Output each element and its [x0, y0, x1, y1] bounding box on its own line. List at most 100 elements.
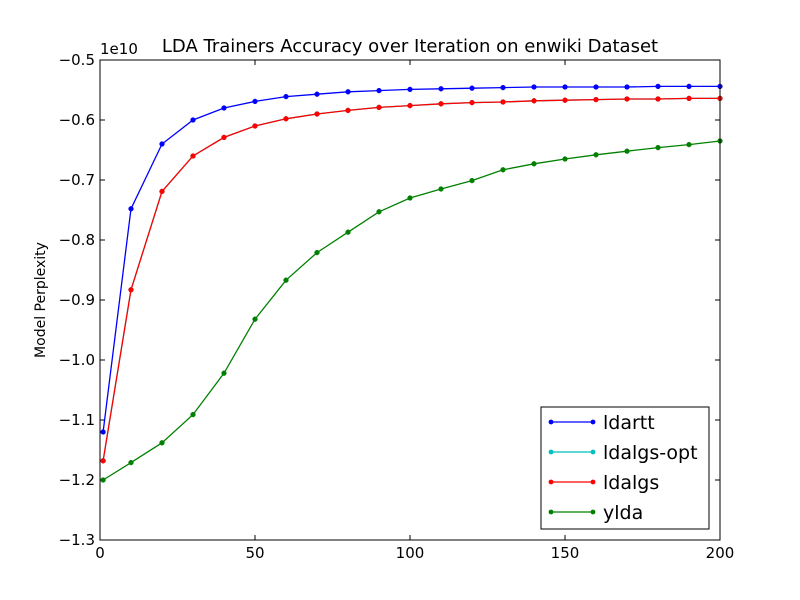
y-tick-label: −0.9	[59, 291, 95, 309]
data-point	[655, 144, 661, 151]
legend-marker	[590, 449, 596, 455]
data-point	[376, 209, 382, 215]
data-point	[314, 111, 320, 117]
data-point	[252, 98, 258, 105]
y-tick-label: −0.8	[59, 231, 95, 249]
data-point	[128, 287, 134, 293]
data-point	[469, 85, 475, 91]
data-point	[283, 116, 289, 122]
data-point	[407, 102, 413, 109]
y-axis-label: Model Perplexity	[33, 242, 49, 358]
data-point	[531, 161, 537, 167]
legend: ldartt ldalgs-opt ldalgs ylda	[540, 406, 710, 530]
legend-item: ldalgs-opt	[548, 442, 698, 464]
data-point	[407, 86, 413, 93]
data-point	[531, 98, 537, 104]
data-point	[624, 96, 630, 102]
legend-item: ldartt	[548, 412, 655, 434]
data-point	[593, 96, 599, 103]
data-point	[624, 148, 630, 154]
legend-marker	[548, 449, 554, 455]
data-point	[686, 141, 692, 148]
data-point	[624, 84, 630, 90]
x-tick-label: 50	[245, 544, 264, 562]
data-point	[469, 177, 475, 184]
y-tick-label: −1.1	[59, 411, 95, 429]
data-point	[190, 117, 196, 123]
legend-marker	[590, 509, 596, 515]
plot-lines	[100, 83, 723, 483]
legend-marker	[548, 419, 554, 425]
data-point	[221, 105, 227, 111]
chart-title: LDA Trainers Accuracy over Iteration on …	[162, 36, 658, 57]
data-point	[500, 99, 506, 105]
data-point	[500, 84, 506, 91]
data-point	[655, 96, 661, 102]
y-tick-label: −1.3	[59, 531, 95, 549]
data-point	[593, 84, 599, 90]
y-tick-label: −0.5	[59, 51, 95, 69]
data-point	[283, 93, 289, 100]
legend-box	[540, 406, 710, 530]
data-point	[314, 91, 320, 97]
legend-label: ldalgs-opt	[603, 442, 698, 464]
x-axis: 0 50 100 150 200	[95, 60, 734, 562]
data-point	[221, 370, 227, 376]
data-point	[562, 156, 568, 162]
x-tick-label: 200	[706, 544, 735, 562]
plot-frame	[99, 59, 721, 541]
x-tick-label: 150	[551, 544, 580, 562]
y-tick-label: −1.2	[59, 471, 95, 489]
data-point	[100, 477, 106, 483]
legend-item: ylda	[548, 502, 643, 524]
legend-item: ldalgs	[548, 472, 659, 494]
data-point	[221, 134, 227, 141]
data-point	[438, 186, 444, 192]
legend-label: ldartt	[603, 412, 655, 434]
x-tick-label: 0	[95, 544, 105, 562]
data-point	[100, 458, 106, 464]
x-tick-label: 100	[396, 544, 425, 562]
data-point	[531, 84, 537, 90]
y-tick-label: −0.7	[59, 171, 95, 189]
data-point	[655, 83, 661, 90]
y-axis-offset-label: 1e10	[100, 40, 138, 58]
data-point	[407, 195, 413, 201]
data-point	[314, 249, 320, 256]
legend-label: ylda	[603, 502, 643, 524]
data-point	[190, 411, 196, 418]
data-point	[159, 141, 165, 147]
data-point	[252, 316, 258, 322]
data-point	[562, 97, 568, 103]
data-point	[469, 99, 475, 106]
data-point	[500, 167, 506, 173]
y-axis: −1.3 −1.2 −1.1 −1.0 −0.9 −0.8 −0.7 −0.6 −0.5	[59, 51, 720, 549]
data-point	[438, 86, 444, 92]
legend-marker	[548, 479, 554, 485]
data-point	[438, 101, 444, 107]
legend-marker	[590, 419, 596, 425]
data-point	[159, 188, 165, 195]
data-point	[376, 104, 382, 111]
data-point	[159, 440, 165, 446]
legend-label: ldalgs	[603, 472, 659, 494]
data-point	[376, 87, 382, 94]
legend-marker	[590, 479, 596, 485]
data-point	[562, 84, 568, 90]
y-tick-label: −0.6	[59, 111, 95, 129]
series-ylda	[100, 138, 723, 483]
data-point	[686, 83, 692, 90]
data-point	[100, 429, 106, 435]
data-point	[283, 277, 289, 283]
data-point	[686, 95, 692, 102]
data-point	[128, 206, 134, 212]
y-tick-label: −1.0	[59, 351, 95, 369]
series-ldartt	[100, 83, 723, 435]
data-point	[345, 107, 351, 114]
data-point	[128, 459, 134, 466]
data-point	[593, 152, 599, 158]
data-point	[345, 229, 351, 235]
data-point	[190, 153, 196, 159]
data-point	[345, 89, 351, 95]
